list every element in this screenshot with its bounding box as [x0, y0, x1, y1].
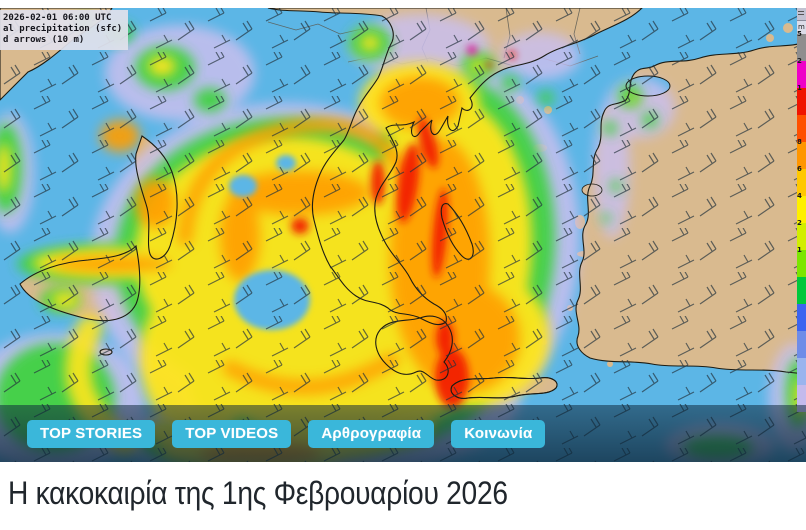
legend-segment — [797, 358, 806, 385]
map-info-box: 2026-02-01 06:00 UTC al precipitation (s… — [0, 10, 129, 50]
legend-segment: 5 — [797, 30, 806, 61]
legend-segment: 2 — [797, 57, 806, 88]
legend-unit: m — [797, 21, 806, 34]
legend-options-icon — [797, 8, 806, 21]
article-headline[interactable]: Η κακοκαιρία της 1ης Φεβρουαρίου 2026 — [8, 475, 508, 511]
category-nav-band: TOP STORIES TOP VIDEOS Αρθρογραφία Κοινω… — [0, 405, 806, 462]
nav-button-arthrografia[interactable]: Αρθρογραφία — [308, 419, 435, 448]
article-hero[interactable]: 2026-02-01 06:00 UTC al precipitation (s… — [0, 8, 806, 462]
weather-map-image — [0, 8, 806, 462]
map-layer-label: al precipitation (sfc) — [3, 24, 123, 34]
legend-segment: 4 — [797, 192, 806, 223]
legend-segment: 1 — [797, 84, 806, 115]
legend-segment: 2 — [797, 219, 806, 250]
map-valid-time: 2026-02-01 06:00 UTC — [3, 13, 112, 23]
map-wind-label: d arrows (10 m) — [3, 35, 85, 45]
nav-button-top-stories[interactable]: TOP STORIES — [27, 419, 156, 448]
legend-segment — [797, 304, 806, 331]
precipitation-legend: m 5 2 1 8 6 4 2 1 — [797, 8, 806, 412]
legend-segment — [797, 385, 806, 412]
legend-segment — [797, 115, 806, 142]
nav-button-top-videos[interactable]: TOP VIDEOS — [172, 419, 292, 448]
legend-segment: 1 — [797, 246, 806, 277]
legend-segment: 6 — [797, 165, 806, 196]
legend-segment — [797, 277, 806, 304]
nav-button-koinonia[interactable]: Κοινωνία — [451, 419, 546, 448]
legend-segment — [797, 331, 806, 358]
legend-segment: 8 — [797, 138, 806, 169]
